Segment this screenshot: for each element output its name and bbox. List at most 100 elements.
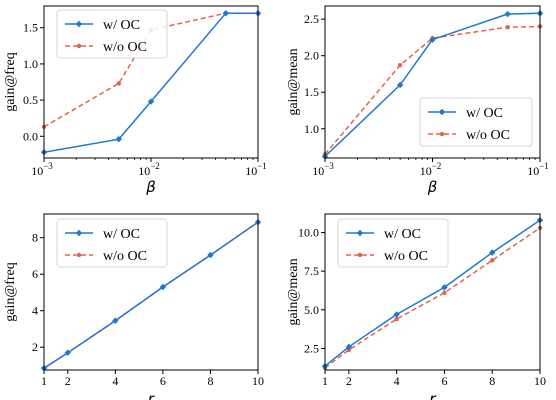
data-point-w-oc <box>441 284 448 291</box>
data-point-w-oc <box>207 251 214 259</box>
plot-frame <box>324 213 541 371</box>
legend-marker <box>357 252 363 258</box>
data-point-w-oc <box>396 81 404 89</box>
x-tick-label: 4 <box>112 374 118 388</box>
x-tick-base: 10 <box>31 164 43 178</box>
y-tick-label: 5.0 <box>304 303 319 317</box>
legend-marker <box>75 229 83 237</box>
data-point-w-oc <box>222 10 229 17</box>
x-tick-exponent: −2 <box>432 161 442 171</box>
x-tick-label: 1 <box>41 374 47 388</box>
data-point-w-oc <box>345 343 353 351</box>
x-tick-label: 10−2 <box>138 161 160 178</box>
legend-marker <box>439 131 445 137</box>
y-tick-label: 2.5 <box>304 341 319 355</box>
legend: w/ OC w/o OC <box>337 218 449 268</box>
y-tick-label: 2 <box>32 340 38 354</box>
x-tick-base: 10 <box>312 164 324 178</box>
x-tick-label: 2 <box>65 374 71 388</box>
x-tick-exponent: −3 <box>43 161 53 171</box>
x-axis-label: β <box>427 178 438 196</box>
legend-label: w/o OC <box>103 40 147 55</box>
series-line-wo-oc <box>325 227 540 369</box>
legend: w/ OC w/o OC <box>56 218 168 268</box>
x-tick-label: 8 <box>489 374 495 388</box>
data-point-w-oc <box>112 317 119 324</box>
legend: w/ OC w/o OC <box>56 9 168 59</box>
y-tick-label: 1.5 <box>23 21 38 35</box>
legend-label: w/ OC <box>103 18 140 33</box>
series-line-w-oc <box>325 219 540 367</box>
data-point-w-oc <box>115 135 122 143</box>
y-tick-label: 6 <box>32 267 38 281</box>
x-tick-label: 6 <box>441 374 447 388</box>
x-tick-label: 1 <box>322 374 328 388</box>
legend-marker <box>76 43 82 49</box>
x-tick-base: 10 <box>138 164 150 178</box>
legend-label: w/o OC <box>384 249 428 264</box>
legend-marker <box>75 20 83 28</box>
data-point-w-oc <box>147 98 155 105</box>
x-tick-base: 10 <box>245 164 257 178</box>
data-point-wo-oc <box>397 62 403 68</box>
x-tick-base: 10 <box>420 164 432 178</box>
legend-marker <box>356 229 364 237</box>
y-tick-label: 0.0 <box>23 129 38 143</box>
x-tick-label: 8 <box>207 374 213 388</box>
x-tick-label: 4 <box>394 374 400 388</box>
series-line-w-oc <box>44 221 258 369</box>
legend-label: w/o OC <box>103 249 147 264</box>
chart-panel-4: 1 2 4 6 8 10 2.5 5.0 7.5 10.0 r gain@mean w/ OC w/o O… <box>286 213 546 400</box>
x-axis-label: r <box>148 390 155 400</box>
data-point-wo-oc <box>394 316 399 322</box>
y-tick-label: 4 <box>32 304 38 318</box>
x-axis-label: r <box>429 390 436 400</box>
legend-marker <box>438 108 446 116</box>
x-tick-label: 10 <box>534 374 546 388</box>
x-tick-exponent: −1 <box>539 161 549 171</box>
y-tick-label: 10.0 <box>298 226 319 240</box>
legend-label: w/ OC <box>384 227 421 242</box>
data-point-w-oc <box>429 36 436 43</box>
data-point-wo-oc <box>505 24 510 30</box>
legend: w/ OC w/o OC <box>419 97 533 147</box>
y-tick-label: 7.5 <box>304 264 319 278</box>
x-axis-label: β <box>145 178 156 196</box>
x-tick-label: 10−1 <box>245 161 267 178</box>
data-point-wo-oc <box>442 290 447 295</box>
data-point-wo-oc <box>116 81 121 86</box>
y-tick-label: 2.0 <box>304 49 319 63</box>
y-axis-label: gain@freq <box>3 52 18 112</box>
y-axis-label: gain@mean <box>286 48 301 115</box>
y-tick-label: 2.5 <box>304 12 319 26</box>
legend-label: w/o OC <box>466 128 510 143</box>
x-tick-label: 10 <box>252 374 264 388</box>
y-tick-label: 1.5 <box>304 85 319 99</box>
x-tick-label: 10−2 <box>420 161 442 178</box>
data-point-w-oc <box>489 249 496 256</box>
x-tick-label: 6 <box>160 374 166 388</box>
x-tick-exponent: −3 <box>324 161 334 171</box>
y-tick-label: 8 <box>32 231 38 245</box>
data-point-w-oc <box>504 10 511 18</box>
legend-marker <box>76 252 82 258</box>
legend-label: w/ OC <box>466 106 503 121</box>
data-point-w-oc <box>393 311 400 318</box>
x-tick-exponent: −1 <box>257 161 267 171</box>
plot-frame <box>43 213 259 371</box>
x-tick-label: 10−3 <box>31 161 53 178</box>
data-point-w-oc <box>159 283 167 291</box>
y-tick-label: 1.0 <box>23 57 38 71</box>
x-tick-label: 10−3 <box>312 161 334 178</box>
x-tick-label: 2 <box>346 374 352 388</box>
y-axis-label: gain@mean <box>286 258 301 325</box>
x-tick-base: 10 <box>527 164 539 178</box>
chart-panel-3: 1 2 4 6 8 10 2 4 6 8 r gain@freq w/ OC w/o OC <box>3 213 264 400</box>
y-tick-label: 0.5 <box>23 93 38 107</box>
data-point-wo-oc <box>490 258 495 263</box>
y-axis-label: gain@freq <box>3 262 18 322</box>
x-tick-exponent: −2 <box>150 161 160 171</box>
